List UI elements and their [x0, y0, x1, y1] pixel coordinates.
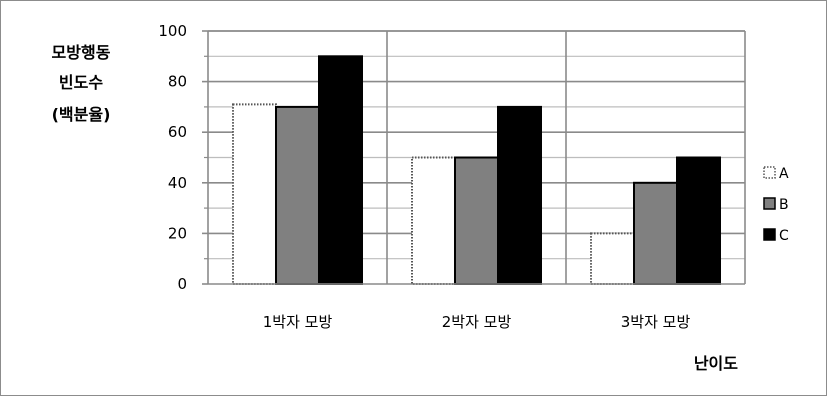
bar-C-1 — [318, 55, 363, 285]
legend: ABC — [763, 166, 789, 244]
x-category-label: 2박자 모방 — [442, 313, 512, 331]
legend-swatch-C — [763, 228, 776, 241]
bar-A-2 — [411, 156, 456, 285]
bar-C-2 — [497, 105, 542, 286]
x-category-labels: 1박자 모방 2박자 모방 3박자 모방 — [263, 313, 691, 331]
legend-label-A: A — [779, 166, 789, 182]
bar-A-1 — [232, 103, 277, 286]
y-tick-label: 80 — [168, 73, 187, 91]
x-category-label: 1박자 모방 — [263, 313, 333, 331]
bar-B-2 — [454, 156, 499, 285]
y-tick-label: 40 — [168, 174, 187, 192]
x-category-label: 3박자 모방 — [621, 313, 691, 331]
y-tick-label: 20 — [168, 224, 187, 242]
legend-swatch-A — [763, 166, 776, 179]
y-tick-label: 100 — [158, 22, 187, 40]
y-tick-label: 60 — [168, 123, 187, 141]
legend-label-B: B — [779, 197, 789, 213]
y-axis-title: 모방행동 빈도수 (백분율) — [52, 43, 111, 124]
x-axis-title: 난이도 — [694, 354, 738, 373]
legend-label-C: C — [779, 228, 789, 244]
bar-C-3 — [676, 156, 721, 285]
y-axis-title-line-3: (백분율) — [52, 105, 111, 124]
bars — [232, 55, 721, 286]
bar-A-3 — [590, 232, 635, 285]
y-tick-labels: 0 20 40 60 80 100 — [158, 22, 187, 293]
bar-B-3 — [633, 181, 678, 285]
axes — [202, 30, 745, 285]
y-tick-label: 0 — [177, 275, 187, 293]
y-axis-title-line-1: 모방행동 — [52, 43, 111, 62]
bar-B-1 — [275, 105, 320, 286]
y-axis-title-line-2: 빈도수 — [59, 73, 103, 92]
legend-swatch-B — [763, 197, 776, 210]
